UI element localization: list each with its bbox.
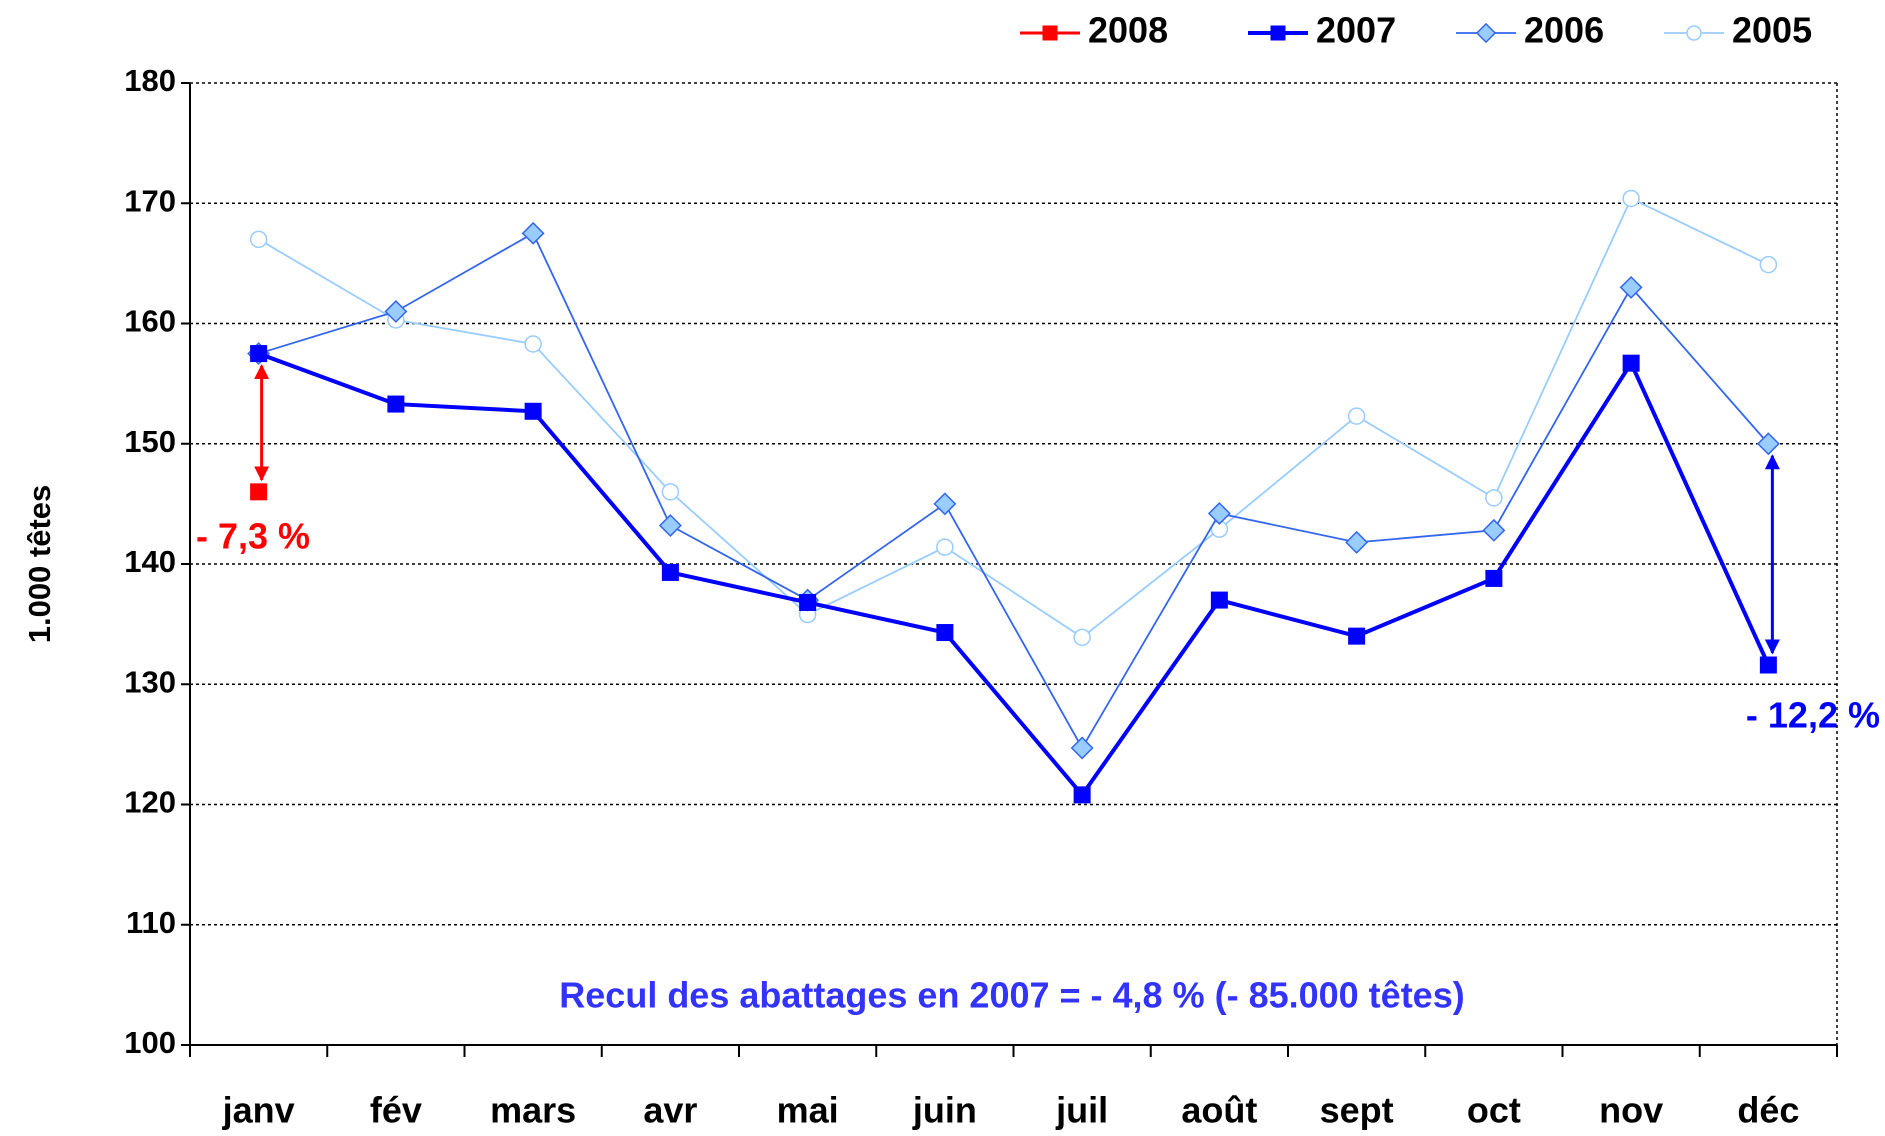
point — [1482, 518, 1506, 542]
y-tick-label: 140 — [124, 544, 176, 579]
point — [1759, 255, 1778, 274]
point — [1485, 489, 1503, 507]
point — [1073, 786, 1091, 804]
x-tick-label: juin — [912, 1090, 977, 1131]
point — [936, 624, 954, 642]
annotation: - 7,3 % — [196, 516, 310, 557]
series-line — [257, 351, 1771, 799]
x-tick-label: nov — [1599, 1090, 1663, 1131]
x-tick-label: oct — [1467, 1090, 1521, 1131]
x-tick-label: août — [1181, 1090, 1257, 1131]
point — [1347, 407, 1366, 425]
point — [1073, 628, 1091, 647]
x-tick-label: mars — [490, 1090, 576, 1131]
x-tick-label: avr — [643, 1090, 697, 1131]
point — [1622, 189, 1640, 208]
x-tick-label: fév — [370, 1090, 422, 1131]
point — [1622, 354, 1640, 372]
point — [1686, 25, 1702, 41]
point — [1210, 591, 1228, 609]
point — [1042, 25, 1058, 41]
point — [661, 563, 679, 581]
point — [933, 492, 957, 516]
legend-label: 2008 — [1088, 10, 1168, 51]
legend-label: 2007 — [1316, 10, 1396, 51]
point — [658, 514, 682, 537]
legend-label: 2006 — [1524, 10, 1604, 51]
point — [384, 300, 408, 323]
x-tick-label: janv — [222, 1090, 295, 1131]
x-tick-label: juil — [1055, 1090, 1108, 1131]
point — [524, 335, 542, 353]
legend-label: 2005 — [1732, 10, 1812, 51]
series-line — [258, 197, 1769, 639]
point — [250, 345, 268, 363]
point — [1207, 502, 1231, 525]
y-tick-label: 170 — [124, 183, 176, 218]
point — [250, 483, 268, 501]
y-tick-label: 100 — [124, 1025, 176, 1060]
point — [1759, 656, 1777, 674]
point — [1348, 627, 1366, 645]
x-tick-label: déc — [1737, 1090, 1799, 1131]
point — [1485, 569, 1503, 587]
x-tick-label: mai — [777, 1090, 839, 1131]
point — [1475, 22, 1497, 44]
point — [1756, 432, 1780, 456]
y-tick-label: 110 — [126, 905, 176, 940]
point — [387, 395, 405, 413]
point — [661, 483, 680, 501]
point — [249, 230, 268, 249]
y-tick-label: 180 — [124, 63, 176, 98]
point — [1619, 275, 1643, 299]
point — [1270, 25, 1286, 41]
y-tick-label: 130 — [124, 664, 176, 699]
y-tick-label: 120 — [124, 785, 176, 820]
annotation: Recul des abattages en 2007 = - 4,8 % (-… — [559, 975, 1464, 1016]
y-axis-label: 1.000 têtes — [22, 485, 57, 644]
point — [524, 402, 542, 420]
x-tick-label: sept — [1320, 1090, 1394, 1131]
point — [936, 538, 954, 556]
y-tick-label: 160 — [124, 304, 176, 339]
y-tick-label: 150 — [124, 424, 176, 459]
series-line — [258, 232, 1770, 750]
point — [1070, 736, 1094, 760]
point — [521, 221, 545, 245]
point — [799, 593, 817, 611]
point — [1345, 530, 1369, 554]
annotation: - 12,2 % — [1746, 695, 1880, 736]
